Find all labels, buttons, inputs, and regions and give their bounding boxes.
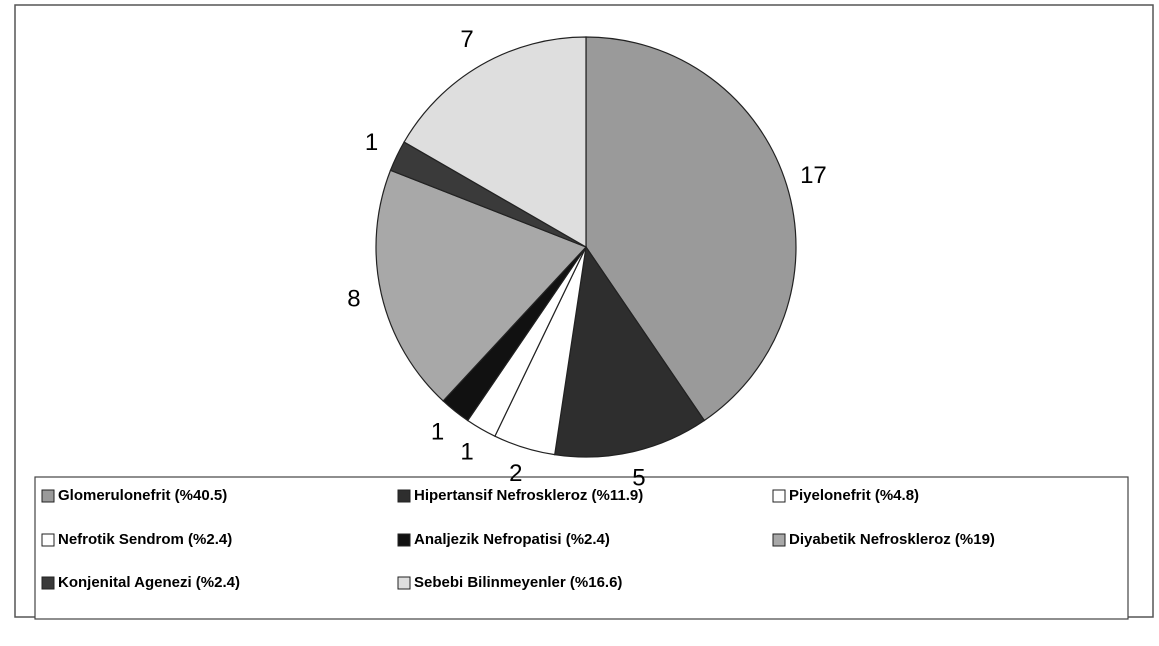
pie-slice bbox=[554, 245, 706, 458]
legend-swatch bbox=[41, 489, 55, 503]
data-label: 1 bbox=[431, 418, 444, 445]
legend-swatch bbox=[397, 489, 411, 503]
legend-swatch bbox=[397, 576, 411, 590]
legend-swatch bbox=[41, 533, 55, 547]
legend-label: Sebebi Bilinmeyenler (%16.6) bbox=[414, 574, 622, 591]
legend-label: Piyelonefrit (%4.8) bbox=[789, 487, 919, 504]
legend-label: Nefrotik Sendrom (%2.4) bbox=[58, 531, 232, 548]
data-label: 8 bbox=[347, 285, 360, 312]
data-label: 1 bbox=[365, 129, 378, 156]
legend-box bbox=[34, 476, 1129, 620]
legend-swatch bbox=[41, 576, 55, 590]
legend-swatch bbox=[397, 533, 411, 547]
legend-swatch bbox=[772, 489, 786, 503]
pie-slice bbox=[585, 36, 797, 422]
pie-slice bbox=[403, 36, 587, 249]
data-label: 1 bbox=[460, 438, 473, 465]
data-label: 7 bbox=[460, 26, 473, 53]
pie-slice bbox=[375, 169, 588, 402]
legend-label: Glomerulonefrit (%40.5) bbox=[58, 487, 227, 504]
data-label: 2 bbox=[509, 460, 522, 487]
legend-label: Hipertansif Nefroskleroz (%11.9) bbox=[414, 487, 643, 504]
data-label: 17 bbox=[800, 162, 827, 189]
legend-label: Analjezik Nefropatisi (%2.4) bbox=[414, 531, 610, 548]
legend-swatch bbox=[772, 533, 786, 547]
legend-label: Diyabetik Nefroskleroz (%19) bbox=[789, 531, 995, 548]
legend-label: Konjenital Agenezi (%2.4) bbox=[58, 574, 240, 591]
data-label: 5 bbox=[632, 464, 645, 491]
